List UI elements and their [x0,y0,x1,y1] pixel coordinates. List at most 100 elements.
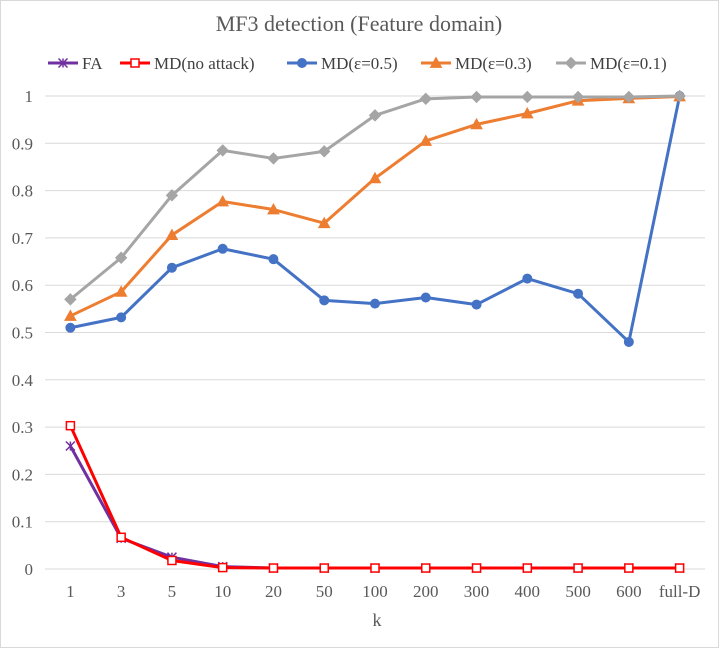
data-point [421,563,431,573]
data-point [521,90,534,104]
data-point [522,563,533,573]
x-axis-label: k [373,610,382,630]
legend-label: FA [82,54,103,73]
y-tick-label: 0.9 [12,134,33,153]
x-tick-label: 200 [413,582,439,601]
data-point [573,563,583,573]
y-tick-label: 0.4 [12,371,34,390]
chart-title: MF3 detection (Feature domain) [216,11,503,36]
data-point [470,90,483,104]
x-tick-label: 300 [464,582,490,601]
data-point [368,171,382,184]
data-point [65,322,76,333]
data-point [267,152,280,165]
series-4 [64,89,686,306]
legend-item: MD(no attack) [120,54,255,73]
data-point [267,202,280,215]
x-tick-label: 50 [316,582,333,601]
data-point [114,285,128,297]
data-point [165,189,179,202]
y-tick-label: 0 [25,560,34,579]
legend-label: MD(ε=0.3) [455,54,532,73]
legend-item: MD(ε=0.1) [556,54,667,73]
legend-label: MD(ε=0.5) [321,54,398,73]
data-point [268,563,279,573]
y-tick-label: 0.8 [12,182,33,201]
y-tick-label: 1 [25,87,34,106]
x-tick-label: 5 [168,582,177,601]
y-tick-label: 0.5 [12,324,33,343]
data-point [318,145,331,158]
legend-item: MD(ε=0.3) [421,54,532,73]
data-point [522,273,533,284]
x-axis-ticks: 1 3 5 10 20 50 100 200 300 400 500 600 full-D [66,582,700,601]
y-tick-label: 0.3 [12,418,33,437]
data-point [370,298,380,309]
data-point [217,562,228,573]
data-point [116,532,126,543]
x-tick-label: 400 [515,582,541,601]
data-point [217,243,228,254]
data-point [370,563,380,573]
legend-item: FA [48,54,103,73]
data-point [116,312,127,323]
data-point [268,254,279,265]
x-tick-label: 10 [214,582,231,601]
x-tick-label: 500 [565,582,591,601]
data-point [623,336,634,347]
y-tick-label: 0.7 [12,229,34,248]
data-point [419,134,433,146]
data-point [471,563,482,573]
x-tick-label: 1 [66,582,75,601]
data-point [114,251,128,264]
series-1 [65,420,685,573]
legend-label: MD(no attack) [154,54,255,73]
data-point [571,90,585,104]
series-group [64,89,686,574]
data-point [319,295,330,306]
data-point [216,194,230,207]
data-point [167,555,177,566]
data-point [673,89,686,103]
y-axis-ticks: 0 0.1 0.2 0.3 0.4 0.5 0.6 0.7 0.8 0.9 1 [12,87,34,579]
legend-swatch-marker [564,56,578,70]
data-point [216,144,229,157]
gridlines [45,95,705,570]
data-point [622,90,636,104]
x-tick-label: full-D [659,582,701,601]
data-point [166,262,177,273]
series-line [69,94,680,301]
legend-swatch-marker [429,56,443,68]
series-line [69,445,680,570]
data-point [520,106,534,119]
data-point [65,420,76,431]
series-3 [64,89,686,321]
legend-label: MD(ε=0.1) [590,54,667,73]
data-point [368,109,382,122]
data-point [420,292,431,303]
series-2 [65,91,685,347]
data-point [319,563,329,573]
legend: FA MD(no attack) MD(ε=0.5) MD(ε=0.3) MD(ε=0.… [48,54,667,73]
data-point [317,216,331,229]
x-tick-label: 600 [616,582,642,601]
data-point [64,309,77,321]
data-point [624,563,634,573]
y-tick-label: 0.2 [12,465,33,484]
x-tick-label: 100 [362,582,388,601]
legend-swatch-marker [297,58,307,68]
legend-item: MD(ε=0.5) [287,54,398,73]
data-point [573,288,584,299]
data-point [64,293,77,306]
data-point [419,92,432,106]
x-tick-label: 20 [265,582,282,601]
legend-swatch-marker [57,57,69,69]
data-point [165,228,179,240]
data-point [470,117,483,130]
data-point [65,440,76,452]
y-tick-label: 0.6 [12,276,33,295]
data-point [674,563,685,573]
series-line [69,425,680,570]
legend-swatch-marker [130,58,140,68]
